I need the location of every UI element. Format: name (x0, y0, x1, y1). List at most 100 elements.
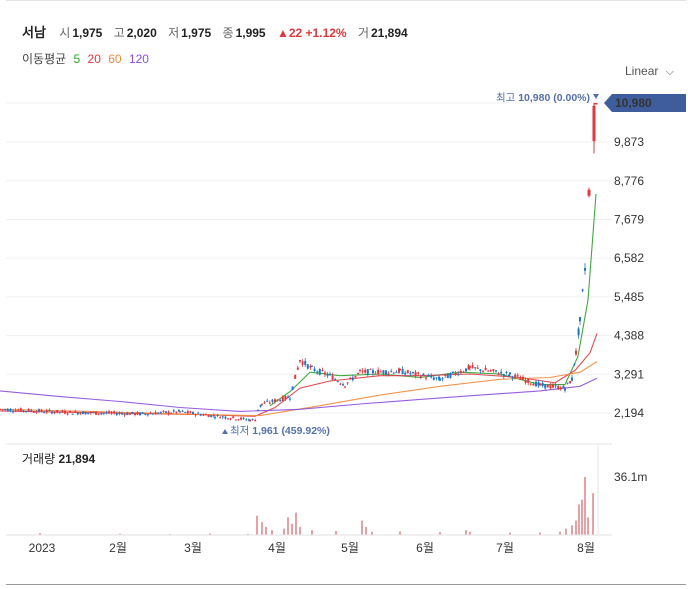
candle-body (529, 383, 532, 385)
candle-body (237, 419, 240, 421)
candle-body (184, 411, 187, 413)
candle-body (557, 386, 560, 390)
candle-body (581, 289, 584, 292)
candle-body (497, 374, 500, 376)
ma-20[interactable]: 20 (87, 52, 101, 66)
candle-body (134, 413, 136, 415)
volume-bar (365, 526, 367, 535)
volume-title-value: 21,894 (58, 452, 95, 466)
ma-60[interactable]: 60 (108, 52, 122, 66)
candle-body (587, 189, 591, 196)
candle-body (35, 411, 38, 413)
ma-5[interactable]: 5 (73, 52, 81, 66)
candle-body (181, 410, 184, 412)
ma-120[interactable]: 120 (128, 52, 149, 66)
candle-body (216, 414, 219, 416)
candle-body (569, 381, 572, 384)
candle-body (564, 388, 566, 391)
candle-body (263, 402, 266, 404)
candle-body (482, 370, 484, 372)
candle-body (459, 370, 462, 373)
volume-title: 거래량 21,894 (22, 452, 95, 466)
candle-body (474, 367, 477, 369)
candle-body (566, 382, 569, 384)
candle-body (492, 369, 495, 371)
candle-body (254, 420, 257, 422)
candle-body (92, 412, 95, 414)
candle-body (354, 376, 357, 378)
candle-body (51, 411, 53, 414)
candle-body (121, 413, 123, 415)
candle-body (336, 381, 339, 383)
candle-body (509, 372, 511, 375)
max-down-triangle-icon (593, 94, 599, 99)
y-tick-label: 3,291 (614, 367, 644, 381)
moving-average-legend[interactable]: 이동평균 5 20 60 120 (22, 50, 153, 67)
x-tick-label: 8월 (577, 541, 595, 555)
candle-body (61, 410, 64, 413)
candle-body (435, 377, 438, 379)
candle-body (6, 408, 9, 412)
low-label: 저 (168, 26, 180, 40)
candle-body (287, 396, 289, 398)
change-value: ▲22 +1.12% (277, 26, 347, 40)
candle-body (194, 414, 197, 416)
scale-selector[interactable]: Linear ⌵ (625, 64, 674, 79)
candle-body (154, 412, 157, 415)
candle-body (559, 387, 562, 390)
candle-body (439, 378, 441, 381)
candle-body (126, 412, 129, 415)
candle-body (95, 411, 97, 415)
candle-body (284, 395, 287, 400)
candle-body (385, 370, 387, 375)
candle-body (170, 412, 173, 414)
y-tick-label: 9,873 (614, 135, 644, 149)
volume-bar (299, 526, 301, 535)
candle-body (454, 372, 457, 375)
candle-body (66, 413, 69, 415)
candle-body (519, 378, 522, 380)
candle-body (58, 411, 61, 413)
candle-body (45, 410, 48, 413)
min-up-triangle-icon (222, 429, 228, 434)
candle-body (261, 403, 263, 405)
bottom-divider (6, 584, 686, 585)
candle-body (552, 384, 554, 388)
volume-bar (295, 512, 297, 535)
candle-body (227, 418, 229, 420)
candle-body (247, 419, 250, 421)
y-tick-label: 8,776 (614, 174, 644, 188)
volume-bar (465, 530, 467, 535)
volume-bar (584, 477, 586, 535)
top-divider (6, 0, 686, 1)
candle-body (313, 368, 316, 371)
candle-body (212, 415, 215, 417)
candle-body (392, 372, 395, 374)
candle-body (471, 365, 474, 369)
candle-body (571, 377, 573, 381)
min-label: 최저 (230, 425, 249, 437)
candle-body (465, 368, 467, 372)
candle-body (210, 415, 213, 418)
candle-body (123, 414, 126, 416)
candle-body (221, 416, 224, 418)
candle-body (306, 364, 309, 369)
candle-body (43, 412, 46, 414)
candle-body (438, 376, 440, 380)
candle-body (594, 103, 598, 105)
y-tick-label: 7,679 (614, 212, 644, 226)
x-tick-label: 5월 (341, 541, 359, 555)
candle-body (432, 377, 435, 380)
volume-label: 거 (357, 26, 369, 40)
candle-body (419, 376, 422, 379)
candle-body (115, 413, 118, 416)
candle-body (53, 412, 56, 414)
candle-body (502, 373, 505, 377)
close-label: 종 (222, 26, 234, 40)
candle-body (398, 368, 400, 373)
candle-body (74, 411, 77, 413)
candle-body (487, 370, 490, 372)
candle-body (30, 410, 33, 412)
candle-body (179, 411, 181, 413)
